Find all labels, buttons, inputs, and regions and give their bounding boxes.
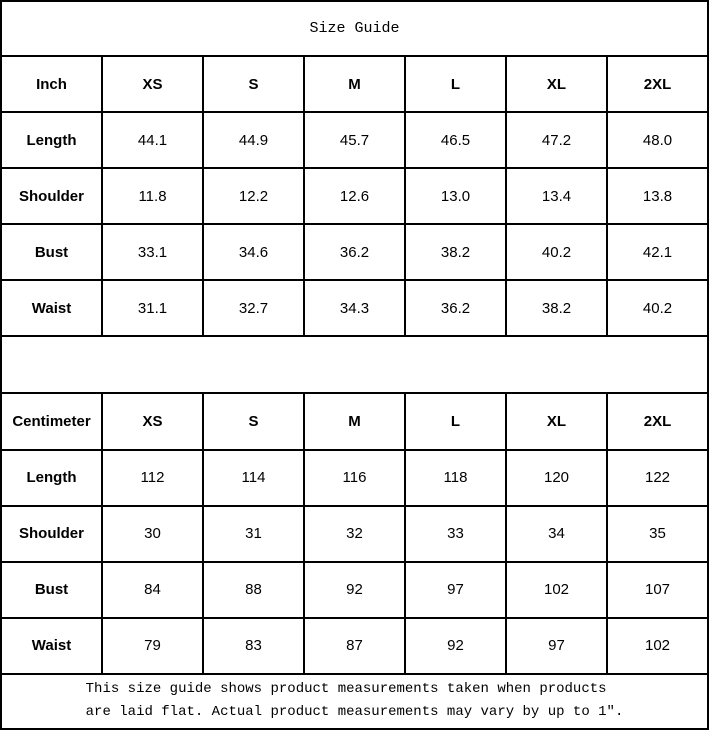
- footer-row: This size guide shows product measuremen…: [0, 672, 709, 730]
- value-cell: 118: [404, 448, 507, 507]
- row-label-waist: Waist: [0, 616, 103, 675]
- value-cell: 12.2: [202, 167, 305, 226]
- inch-bust-row: Bust 33.1 34.6 36.2 38.2 40.2 42.1: [0, 223, 709, 282]
- value-cell: 13.8: [606, 167, 709, 226]
- value-cell: 34.3: [303, 279, 406, 338]
- value-cell: 38.2: [404, 223, 507, 282]
- value-cell: 47.2: [505, 111, 608, 170]
- size-header-l: L: [404, 55, 507, 114]
- size-header-xl: XL: [505, 392, 608, 451]
- row-label-shoulder: Shoulder: [0, 504, 103, 563]
- value-cell: 40.2: [505, 223, 608, 282]
- cm-waist-row: Waist 79 83 87 92 97 102: [0, 616, 709, 675]
- inch-shoulder-row: Shoulder 11.8 12.2 12.6 13.0 13.4 13.8: [0, 167, 709, 226]
- cm-header-row: Centimeter XS S M L XL 2XL: [0, 392, 709, 451]
- inch-header-row: Inch XS S M L XL 2XL: [0, 55, 709, 114]
- page-title: Size Guide: [0, 0, 709, 58]
- value-cell: 35: [606, 504, 709, 563]
- value-cell: 97: [404, 560, 507, 619]
- value-cell: 31.1: [101, 279, 204, 338]
- row-label-length: Length: [0, 448, 103, 507]
- footer-note: This size guide shows product measuremen…: [0, 672, 709, 730]
- value-cell: 83: [202, 616, 305, 675]
- spacer-cell: [0, 335, 709, 395]
- size-header-xs: XS: [101, 55, 204, 114]
- value-cell: 34.6: [202, 223, 305, 282]
- cm-length-row: Length 112 114 116 118 120 122: [0, 448, 709, 507]
- inch-length-row: Length 44.1 44.9 45.7 46.5 47.2 48.0: [0, 111, 709, 170]
- cm-bust-row: Bust 84 88 92 97 102 107: [0, 560, 709, 619]
- size-header-xl: XL: [505, 55, 608, 114]
- row-label-bust: Bust: [0, 223, 103, 282]
- value-cell: 38.2: [505, 279, 608, 338]
- value-cell: 32.7: [202, 279, 305, 338]
- value-cell: 31: [202, 504, 305, 563]
- value-cell: 44.1: [101, 111, 204, 170]
- value-cell: 46.5: [404, 111, 507, 170]
- value-cell: 79: [101, 616, 204, 675]
- inch-waist-row: Waist 31.1 32.7 34.3 36.2 38.2 40.2: [0, 279, 709, 338]
- footer-note-text: This size guide shows product measuremen…: [86, 678, 624, 724]
- row-label-length: Length: [0, 111, 103, 170]
- value-cell: 114: [202, 448, 305, 507]
- value-cell: 116: [303, 448, 406, 507]
- value-cell: 92: [303, 560, 406, 619]
- value-cell: 120: [505, 448, 608, 507]
- value-cell: 36.2: [303, 223, 406, 282]
- size-header-xs: XS: [101, 392, 204, 451]
- value-cell: 13.4: [505, 167, 608, 226]
- value-cell: 87: [303, 616, 406, 675]
- value-cell: 92: [404, 616, 507, 675]
- value-cell: 13.0: [404, 167, 507, 226]
- value-cell: 34: [505, 504, 608, 563]
- cm-unit-header: Centimeter: [0, 392, 103, 451]
- value-cell: 36.2: [404, 279, 507, 338]
- size-header-l: L: [404, 392, 507, 451]
- value-cell: 42.1: [606, 223, 709, 282]
- size-header-s: S: [202, 55, 305, 114]
- value-cell: 44.9: [202, 111, 305, 170]
- title-row: Size Guide: [0, 0, 709, 58]
- value-cell: 122: [606, 448, 709, 507]
- value-cell: 40.2: [606, 279, 709, 338]
- value-cell: 30: [101, 504, 204, 563]
- size-header-2xl: 2XL: [606, 55, 709, 114]
- row-label-bust: Bust: [0, 560, 103, 619]
- value-cell: 33.1: [101, 223, 204, 282]
- value-cell: 84: [101, 560, 204, 619]
- footer-note-line2: are laid flat. Actual product measuremen…: [85, 704, 624, 721]
- cm-shoulder-row: Shoulder 30 31 32 33 34 35: [0, 504, 709, 563]
- value-cell: 102: [606, 616, 709, 675]
- inch-unit-header: Inch: [0, 55, 103, 114]
- spacer-row: [0, 335, 709, 395]
- value-cell: 12.6: [303, 167, 406, 226]
- value-cell: 97: [505, 616, 608, 675]
- size-header-s: S: [202, 392, 305, 451]
- value-cell: 45.7: [303, 111, 406, 170]
- value-cell: 32: [303, 504, 406, 563]
- row-label-waist: Waist: [0, 279, 103, 338]
- size-header-m: M: [303, 55, 406, 114]
- row-label-shoulder: Shoulder: [0, 167, 103, 226]
- value-cell: 33: [404, 504, 507, 563]
- footer-note-line1: This size guide shows product measuremen…: [85, 681, 607, 698]
- value-cell: 88: [202, 560, 305, 619]
- value-cell: 107: [606, 560, 709, 619]
- value-cell: 112: [101, 448, 204, 507]
- value-cell: 11.8: [101, 167, 204, 226]
- value-cell: 48.0: [606, 111, 709, 170]
- value-cell: 102: [505, 560, 608, 619]
- size-header-m: M: [303, 392, 406, 451]
- size-header-2xl: 2XL: [606, 392, 709, 451]
